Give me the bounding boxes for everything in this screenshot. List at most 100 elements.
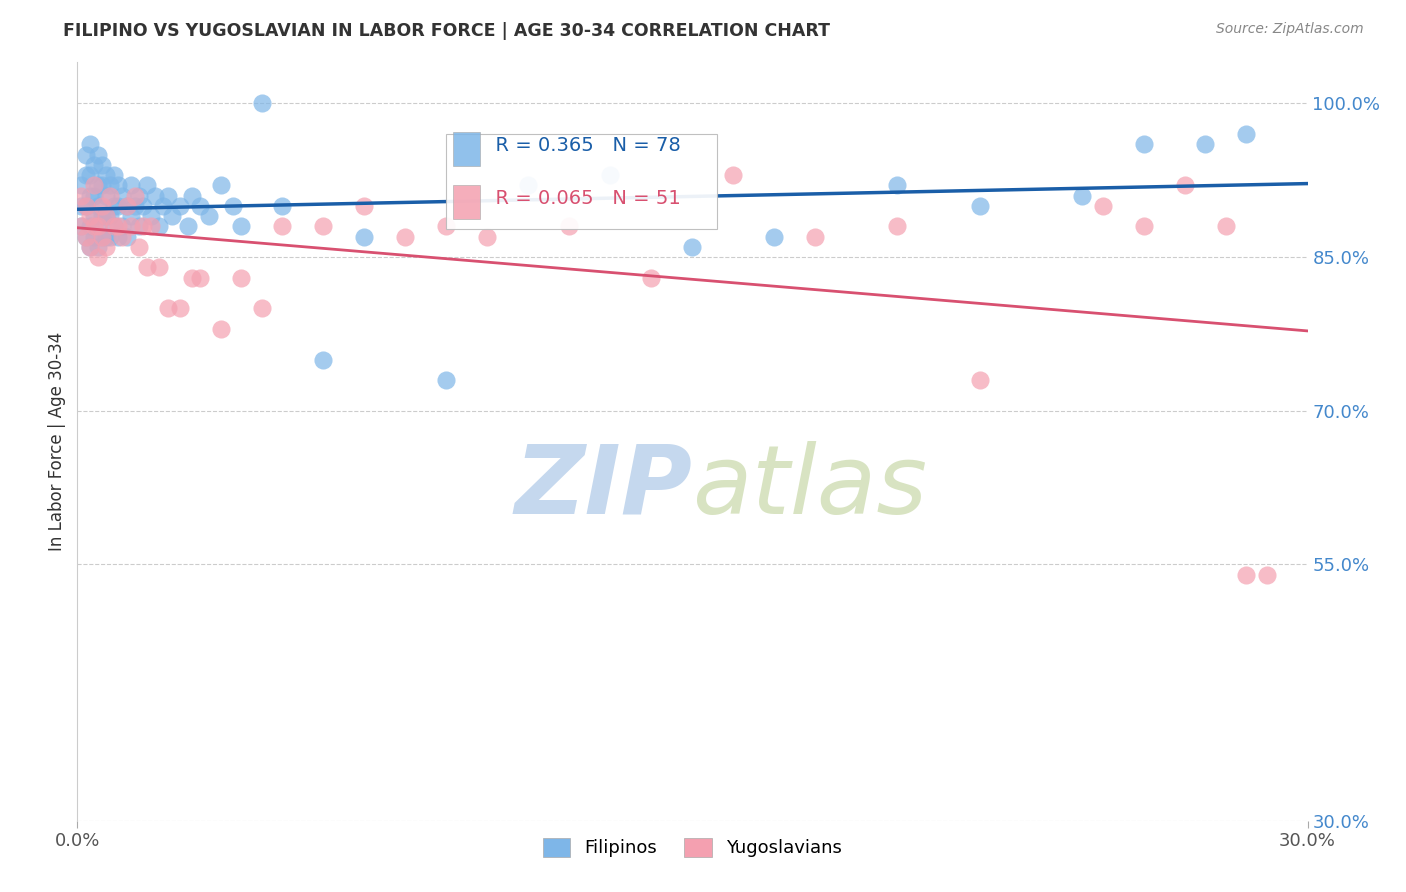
Point	[169, 301, 191, 316]
Point	[177, 219, 200, 234]
Point	[70, 219, 93, 234]
Point	[682, 240, 704, 254]
Point	[87, 219, 110, 234]
Point	[90, 209, 114, 223]
Point	[79, 240, 101, 254]
Point	[1256, 567, 1278, 582]
Point	[103, 219, 125, 234]
Point	[90, 229, 114, 244]
Point	[115, 229, 138, 244]
Point	[181, 188, 204, 202]
Point	[517, 178, 540, 193]
Point	[1132, 219, 1154, 234]
Point	[477, 229, 499, 244]
Point	[231, 219, 253, 234]
Point	[181, 270, 204, 285]
Point	[111, 188, 134, 202]
Point	[188, 199, 212, 213]
Point	[87, 219, 110, 234]
Point	[94, 209, 117, 223]
Point	[94, 229, 117, 244]
Point	[98, 178, 121, 193]
Point	[79, 240, 101, 254]
Point	[98, 229, 121, 244]
Point	[271, 219, 294, 234]
Point	[107, 178, 129, 193]
Point	[120, 178, 142, 193]
Point	[98, 209, 121, 223]
Point	[75, 199, 97, 213]
Point	[250, 301, 273, 316]
Y-axis label: In Labor Force | Age 30-34: In Labor Force | Age 30-34	[48, 332, 66, 551]
Point	[640, 270, 662, 285]
Point	[156, 188, 179, 202]
Point	[436, 373, 458, 387]
Point	[79, 168, 101, 182]
Point	[90, 178, 114, 193]
Point	[115, 199, 138, 213]
Point	[120, 209, 142, 223]
Point	[132, 199, 155, 213]
Point	[1234, 567, 1257, 582]
Point	[250, 96, 273, 111]
Point	[1174, 178, 1197, 193]
Point	[103, 168, 125, 182]
Point	[94, 168, 117, 182]
Point	[107, 219, 129, 234]
Point	[209, 322, 232, 336]
Point	[558, 219, 581, 234]
Point	[148, 260, 170, 275]
Text: Source: ZipAtlas.com: Source: ZipAtlas.com	[1216, 22, 1364, 37]
Point	[83, 188, 105, 202]
Bar	[453, 132, 479, 166]
Point	[75, 168, 97, 182]
Point	[969, 199, 991, 213]
Legend: Filipinos, Yugoslavians: Filipinos, Yugoslavians	[536, 830, 849, 864]
Bar	[447, 135, 717, 229]
Point	[141, 219, 163, 234]
Point	[75, 229, 97, 244]
Point	[124, 199, 146, 213]
Text: ZIP: ZIP	[515, 441, 693, 533]
Point	[222, 199, 245, 213]
Point	[886, 178, 908, 193]
Point	[90, 229, 114, 244]
Point	[1071, 188, 1094, 202]
Point	[103, 219, 125, 234]
Point	[271, 199, 294, 213]
Point	[83, 158, 105, 172]
Point	[103, 199, 125, 213]
Point	[90, 158, 114, 172]
Point	[160, 209, 183, 223]
Point	[120, 219, 142, 234]
Point	[79, 188, 101, 202]
Point	[87, 147, 110, 161]
Point	[79, 219, 101, 234]
Point	[128, 219, 150, 234]
Point	[87, 178, 110, 193]
Text: FILIPINO VS YUGOSLAVIAN IN LABOR FORCE | AGE 30-34 CORRELATION CHART: FILIPINO VS YUGOSLAVIAN IN LABOR FORCE |…	[63, 22, 831, 40]
Point	[886, 219, 908, 234]
Point	[115, 199, 138, 213]
Point	[90, 199, 114, 213]
Point	[132, 219, 155, 234]
Point	[197, 209, 219, 223]
Point	[107, 229, 129, 244]
Point	[156, 301, 179, 316]
Point	[1091, 199, 1114, 213]
Point	[79, 137, 101, 152]
Bar	[453, 186, 479, 219]
Point	[353, 229, 375, 244]
Point	[75, 229, 97, 244]
Point	[353, 199, 375, 213]
Point	[70, 219, 93, 234]
Point	[70, 178, 93, 193]
Point	[1132, 137, 1154, 152]
Point	[969, 373, 991, 387]
Point	[141, 209, 163, 223]
Point	[312, 352, 335, 367]
Point	[136, 260, 159, 275]
Point	[152, 199, 174, 213]
Point	[209, 178, 232, 193]
Text: R = 0.065   N = 51: R = 0.065 N = 51	[484, 189, 681, 209]
